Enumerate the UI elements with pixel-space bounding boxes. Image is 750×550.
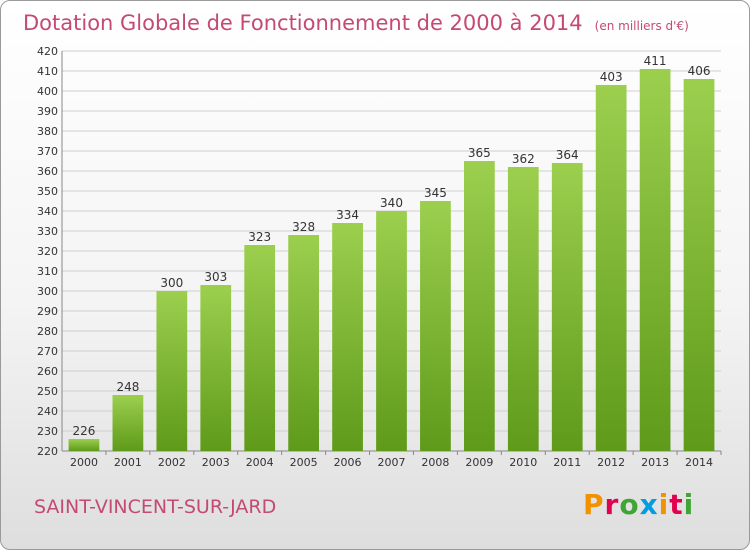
bar-2003	[200, 285, 232, 451]
logo-letter: x	[639, 488, 659, 521]
data-label: 403	[600, 70, 623, 84]
logo-letter: i	[683, 488, 695, 521]
bar-2000	[68, 439, 100, 451]
data-label: 362	[512, 152, 535, 166]
proxiti-logo: Proxiti	[583, 488, 694, 521]
bar-2009	[463, 161, 495, 451]
y-tick-label: 330	[37, 225, 58, 238]
logo-letter: o	[619, 488, 640, 521]
y-tick-label: 290	[37, 305, 58, 318]
data-label: 340	[380, 196, 403, 210]
y-tick-label: 310	[37, 265, 58, 278]
data-label: 248	[116, 380, 139, 394]
data-label: 226	[73, 424, 96, 438]
bar-2012	[595, 85, 627, 451]
bar-2014	[683, 79, 715, 451]
bar-2006	[332, 223, 363, 451]
title-text: Dotation Globale de Fonctionnement de 20…	[23, 11, 583, 35]
bar-2008	[420, 201, 451, 451]
x-tick-label: 2009	[465, 456, 493, 469]
y-tick-label: 410	[37, 65, 58, 78]
y-tick-label: 400	[37, 85, 58, 98]
bar-2007	[376, 211, 407, 451]
x-tick-label: 2013	[641, 456, 669, 469]
x-tick-label: 2010	[509, 456, 537, 469]
y-tick-label: 320	[37, 245, 58, 258]
bar-2013	[639, 69, 671, 451]
y-tick-label: 260	[37, 365, 58, 378]
bar-2005	[288, 235, 320, 451]
x-tick-label: 2011	[553, 456, 581, 469]
x-tick-label: 2004	[246, 456, 274, 469]
y-tick-label: 340	[37, 205, 58, 218]
bar-2010	[507, 167, 539, 451]
y-tick-label: 390	[37, 105, 58, 118]
y-tick-label: 370	[37, 145, 58, 158]
x-tick-label: 2006	[334, 456, 362, 469]
x-tick-label: 2007	[378, 456, 406, 469]
bars	[68, 69, 715, 451]
y-tick-label: 420	[37, 45, 58, 58]
data-label: 345	[424, 186, 447, 200]
logo-letter: r	[604, 488, 620, 521]
logo-letter: P	[583, 488, 605, 521]
x-tick-label: 2001	[114, 456, 142, 469]
data-label: 303	[204, 270, 227, 284]
y-tick-label: 250	[37, 385, 58, 398]
y-tick-label: 230	[37, 425, 58, 438]
data-label: 334	[336, 208, 359, 222]
bar-2004	[244, 245, 276, 451]
y-tick-label: 300	[37, 285, 58, 298]
x-tick-label: 2000	[70, 456, 98, 469]
y-tick-label: 350	[37, 185, 58, 198]
commune-name: SAINT-VINCENT-SUR-JARD	[34, 496, 277, 518]
bar-2002	[156, 291, 188, 451]
data-label: 323	[248, 230, 271, 244]
y-tick-label: 280	[37, 325, 58, 338]
data-label: 300	[160, 276, 183, 290]
bar-2011	[551, 163, 583, 451]
y-tick-label: 380	[37, 125, 58, 138]
x-tick-label: 2008	[421, 456, 449, 469]
x-tick-label: 2003	[202, 456, 230, 469]
x-tick-label: 2012	[597, 456, 625, 469]
x-tick-label: 2014	[685, 456, 713, 469]
logo-letter: i	[658, 488, 670, 521]
x-tick-label: 2002	[158, 456, 186, 469]
data-label: 411	[644, 54, 667, 68]
y-tick-label: 240	[37, 405, 58, 418]
data-labels: 226 248 300 303 323 328 334 340 345 365 362 364 403 4…	[73, 54, 711, 438]
data-label: 328	[292, 220, 315, 234]
x-tick-label: 2005	[290, 456, 318, 469]
y-tick-label: 270	[37, 345, 58, 358]
bar-2001	[112, 395, 144, 451]
data-label: 406	[688, 64, 711, 78]
y-tick-label: 220	[37, 445, 58, 458]
chart-subtitle: (en milliers d'€)	[594, 19, 689, 33]
chart-title: Dotation Globale de Fonctionnement de 20…	[23, 11, 689, 35]
logo-letter: t	[669, 488, 684, 521]
axes: 220 230 240 250 260 270 280 290 300 310 320 330 340 3…	[37, 45, 722, 469]
y-tick-label: 360	[37, 165, 58, 178]
data-label: 364	[556, 148, 579, 162]
data-label: 365	[468, 146, 491, 160]
